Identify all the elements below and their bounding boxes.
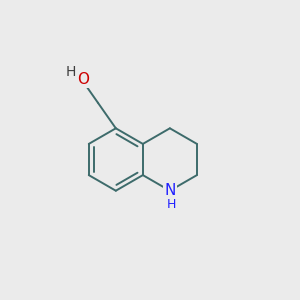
Text: H: H bbox=[65, 65, 76, 79]
Text: H: H bbox=[167, 199, 176, 212]
Text: O: O bbox=[78, 72, 90, 87]
Text: N: N bbox=[164, 183, 176, 198]
